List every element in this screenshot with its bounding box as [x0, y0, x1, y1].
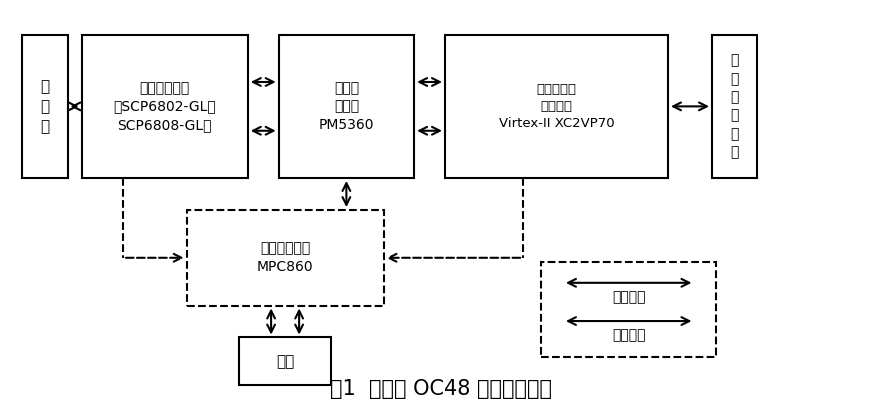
Text: 链路层
处理器
PM5360: 链路层 处理器 PM5360 — [319, 81, 374, 132]
Bar — [712, 35, 758, 178]
Text: 嵌入式处理器
MPC860: 嵌入式处理器 MPC860 — [256, 242, 314, 274]
Text: 主控: 主控 — [276, 354, 294, 369]
Text: 数据信息: 数据信息 — [612, 290, 646, 304]
Bar — [445, 35, 668, 178]
Text: 图1  通道化 OC48 线卡整体方案: 图1 通道化 OC48 线卡整体方案 — [329, 379, 552, 399]
Text: 互
联
网: 互 联 网 — [41, 79, 49, 134]
Bar — [239, 337, 331, 385]
Text: 控制信息: 控制信息 — [612, 328, 646, 342]
Bar — [22, 35, 68, 178]
Bar — [278, 35, 414, 178]
Bar — [187, 210, 383, 305]
Text: 光电转换模块
（SCP6802-GL和
SCP6808-GL）: 光电转换模块 （SCP6802-GL和 SCP6808-GL） — [114, 81, 216, 132]
Bar — [541, 262, 716, 358]
Text: 其
他
功
能
单
元: 其 他 功 能 单 元 — [730, 53, 739, 159]
Text: 报文处理与
系统接口
Virtex-II XC2VP70: 报文处理与 系统接口 Virtex-II XC2VP70 — [499, 83, 614, 130]
Bar — [82, 35, 248, 178]
